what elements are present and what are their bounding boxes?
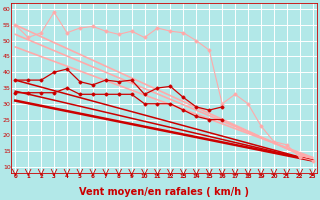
X-axis label: Vent moyen/en rafales ( km/h ): Vent moyen/en rafales ( km/h ) [79,187,249,197]
